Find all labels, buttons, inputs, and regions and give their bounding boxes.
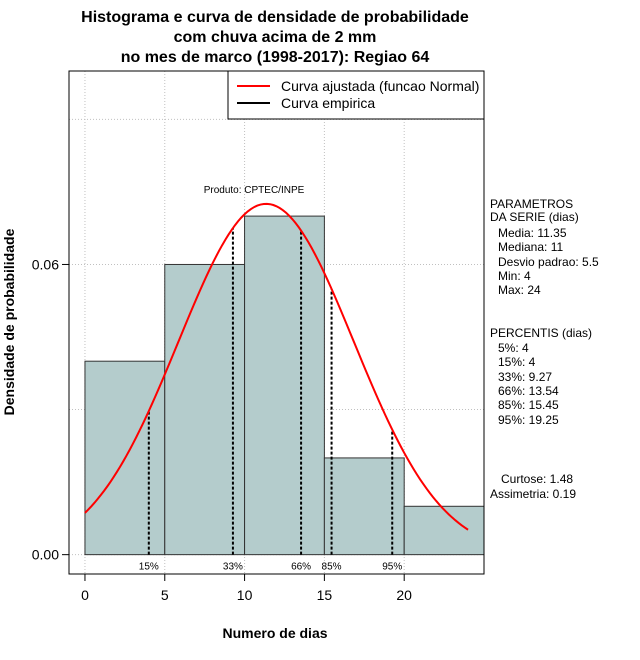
x-tick-label: 5 — [161, 587, 169, 603]
percentis-line: 15%: 4 — [498, 355, 536, 369]
y-tick-label: 0.00 — [32, 547, 59, 563]
legend: Curva ajustada (funcao Normal) Curva emp… — [227, 70, 485, 120]
axis-layer: 0 5 10 15 20 0.00 0.06 — [32, 256, 412, 603]
percentis-line: PERCENTIS (dias) — [490, 326, 592, 340]
product-annotation: Produto: CPTEC/INPE — [204, 185, 305, 196]
parametros-line: DA SERIE (dias) — [490, 210, 579, 224]
percentile-layer: 15% 33% 66% 85% 95% — [139, 228, 402, 573]
x-tick-label: 15 — [317, 587, 333, 603]
x-tick-label: 20 — [396, 587, 412, 603]
chart-title-line-2: com chuva acima de 2 mm — [174, 29, 377, 46]
percentile-label: 85% — [322, 562, 342, 573]
percentile-label: 95% — [382, 562, 402, 573]
parametros-line: Mediana: 11 — [498, 240, 563, 254]
legend-fit-label: Curva ajustada (funcao Normal) — [281, 78, 479, 94]
stats-block: Curtose: 1.48 Assimetria: 0.19 — [490, 472, 576, 501]
assimetria-text: Assimetria: 0.19 — [490, 487, 576, 501]
percentile-label: 33% — [223, 562, 243, 573]
curtose-text: Curtose: 1.48 — [501, 472, 573, 486]
x-tick-label: 10 — [237, 587, 253, 603]
histogram-bar — [403, 505, 485, 556]
parametros-line: Max: 24 — [498, 283, 541, 297]
chart-title-line-3: no mes de marco (1998-2017): Regiao 64 — [121, 49, 430, 66]
histogram-bar — [164, 263, 246, 556]
histogram-bar — [323, 457, 405, 556]
percentis-line: 95%: 19.25 — [498, 413, 559, 427]
percentis-line: 33%: 9.27 — [498, 370, 552, 384]
parametros-line: PARAMETROS — [490, 197, 573, 211]
parametros-line: Media: 11.35 — [498, 226, 567, 240]
x-axis-title: Numero de dias — [222, 625, 327, 641]
normal-fit-curve — [84, 202, 469, 531]
percentis-block: PERCENTIS (dias) 5%: 4 15%: 4 33%: 9.27 … — [490, 326, 592, 427]
chart-title-line-1: Histograma e curva de densidade de proba… — [81, 9, 469, 26]
histogram-bar — [244, 215, 325, 556]
legend-empirical-label: Curva empirica — [281, 95, 375, 111]
percentis-line: 5%: 4 — [498, 341, 529, 355]
percentis-line: 85%: 15.45 — [498, 398, 559, 412]
y-tick-label: 0.06 — [32, 256, 59, 272]
parametros-line: Desvio padrao: 5.5 — [498, 255, 599, 269]
parametros-block: PARAMETROS DA SERIE (dias) Media: 11.35 … — [490, 197, 599, 297]
parametros-line: Min: 4 — [498, 269, 531, 283]
curve-layer — [84, 202, 469, 531]
bar-layer — [84, 215, 485, 556]
percentile-label: 15% — [139, 562, 159, 573]
percentis-line: 66%: 13.54 — [498, 384, 559, 398]
legend-box — [227, 70, 485, 120]
percentile-label: 66% — [291, 562, 311, 573]
x-tick-label: 0 — [81, 587, 89, 603]
y-axis-title: Densidade de probabilidade — [1, 228, 17, 415]
